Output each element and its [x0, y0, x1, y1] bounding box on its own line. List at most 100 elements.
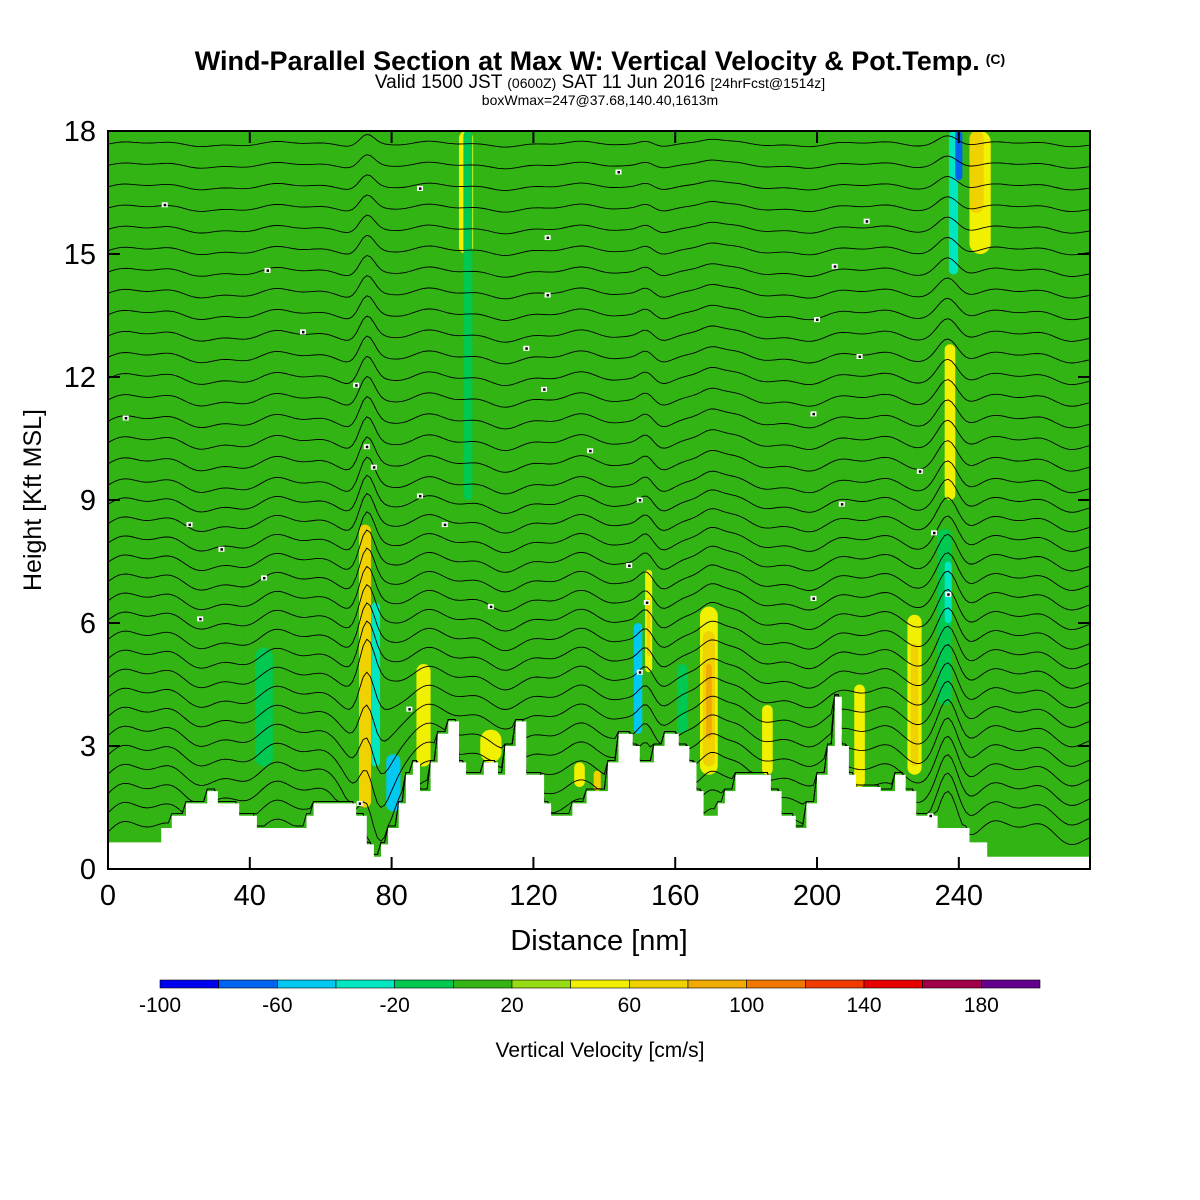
isentrope-line [108, 694, 1090, 775]
x-tick-label: 40 [234, 880, 266, 912]
isentrope-label-marker [372, 466, 376, 469]
velocity-feature [463, 131, 473, 500]
isentrope-line [108, 154, 1090, 170]
velocity-band [533, 645, 541, 817]
velocity-band [463, 565, 469, 723]
colorbar-tick-label: 20 [500, 994, 523, 1017]
isentrope-label-marker [812, 597, 815, 600]
x-tick-label: 80 [375, 880, 407, 912]
isentrope-line [108, 547, 1090, 593]
colorbar-label: Vertical Velocity [cm/s] [496, 1039, 705, 1062]
velocity-band [569, 131, 577, 582]
velocity-band [681, 410, 691, 552]
isentrope-label-marker [262, 576, 266, 580]
velocity-band [827, 213, 839, 678]
colorbar-tick-label: 140 [846, 994, 881, 1017]
isentrope-line [108, 134, 1090, 148]
velocity-band [286, 522, 302, 720]
velocity-band [724, 131, 736, 578]
velocity-feature [676, 664, 688, 734]
velocity-feature [358, 524, 372, 808]
velocity-feature [593, 770, 601, 792]
isentrope-label-marker [355, 384, 358, 387]
isentrope-line [108, 694, 1090, 856]
velocity-band [671, 499, 677, 647]
isentrope-label-marker [816, 318, 819, 322]
colorbar-swatch [629, 979, 689, 989]
x-tick-label: 240 [935, 880, 983, 912]
isentrope-label-marker [220, 548, 223, 551]
isentrope-label-marker [947, 593, 950, 596]
isentrope-label-marker [418, 494, 422, 498]
isentrope-label-marker [638, 499, 642, 502]
chart-subtitle: Valid 1500 JST (0600Z) SAT 11 Jun 2016 [… [0, 72, 1200, 94]
velocity-feature [480, 729, 502, 763]
velocity-band [1009, 638, 1028, 813]
velocity-band [559, 447, 569, 576]
isentrope-line [108, 529, 1090, 573]
velocity-band [241, 226, 251, 575]
velocity-band [429, 136, 449, 618]
colorbar: -100 -60 -20 20 60 100 140 180 [139, 979, 1041, 1017]
chart-title-main: Wind-Parallel Section at Max W: Vertical… [194, 46, 980, 76]
velocity-band [1018, 393, 1036, 718]
isentrope-line [108, 694, 1090, 808]
isentrope-label-marker [266, 269, 270, 272]
y-tick-label: 12 [64, 362, 96, 394]
velocity-band [612, 131, 628, 605]
velocity-feature [200, 602, 229, 726]
isentrope-label-marker [546, 236, 550, 240]
colorbar-swatch [687, 979, 747, 989]
velocity-band [995, 696, 1011, 868]
velocity-band [278, 431, 288, 587]
isentrope-line [108, 355, 1090, 387]
colorbar-tick-label: -60 [262, 994, 292, 1017]
copyright-mark: (C) [985, 51, 1006, 67]
isentrope-line [108, 275, 1090, 300]
velocity-band [1058, 284, 1066, 797]
isentrope-label-marker [301, 330, 305, 334]
colorbar-swatch [570, 979, 630, 989]
isentrope-line [108, 234, 1090, 256]
isentrope-label-marker [628, 564, 631, 568]
velocity-band [142, 530, 149, 736]
isentrope-label-marker [933, 531, 936, 535]
y-tick-label: 18 [64, 116, 96, 148]
x-tick-label: 0 [100, 880, 116, 912]
velocity-feature [955, 131, 963, 181]
colorbar-swatch [218, 979, 278, 989]
isentrope-line [108, 396, 1090, 430]
y-axis-label: Height [Kft MSL] [19, 409, 47, 591]
velocity-band [390, 299, 409, 664]
velocity-feature [386, 754, 401, 812]
isentrope-line [108, 194, 1090, 213]
valid-date: SAT 11 Jun 2016 [561, 72, 706, 93]
colorbar-swatch [277, 979, 337, 989]
isentrope-label-marker [833, 265, 837, 268]
isentrope-line [108, 416, 1090, 452]
velocity-band [888, 606, 913, 764]
isentrope-line [108, 474, 1090, 514]
isentrope-labels [122, 169, 952, 819]
velocity-band [378, 340, 390, 683]
colorbar-swatch [394, 979, 454, 989]
isentrope-label-marker [865, 220, 869, 223]
velocity-band [782, 131, 791, 593]
isentrope-line [108, 123, 1090, 126]
colorbar-swatch [805, 979, 865, 989]
velocity-feature [762, 705, 773, 775]
colorbar-tick-label: 180 [964, 994, 999, 1017]
velocity-band [546, 196, 559, 686]
isentrope-label-marker [617, 171, 620, 174]
box-wmax-info: boxWmax=247@37.68,140.40,1613m [481, 92, 719, 108]
valid-utc: (0600Z) [507, 75, 557, 91]
isentrope-line [108, 680, 1090, 742]
chart-title: Wind-Parallel Section at Max W: Vertical… [0, 44, 1200, 76]
isentrope-line [108, 214, 1090, 235]
colorbar-swatch [922, 979, 982, 989]
velocity-band [299, 634, 306, 761]
velocity-feature [646, 598, 651, 656]
isentrope-line [108, 295, 1090, 321]
isentrope-label-marker [840, 503, 844, 506]
x-tick-label: 120 [509, 880, 557, 912]
